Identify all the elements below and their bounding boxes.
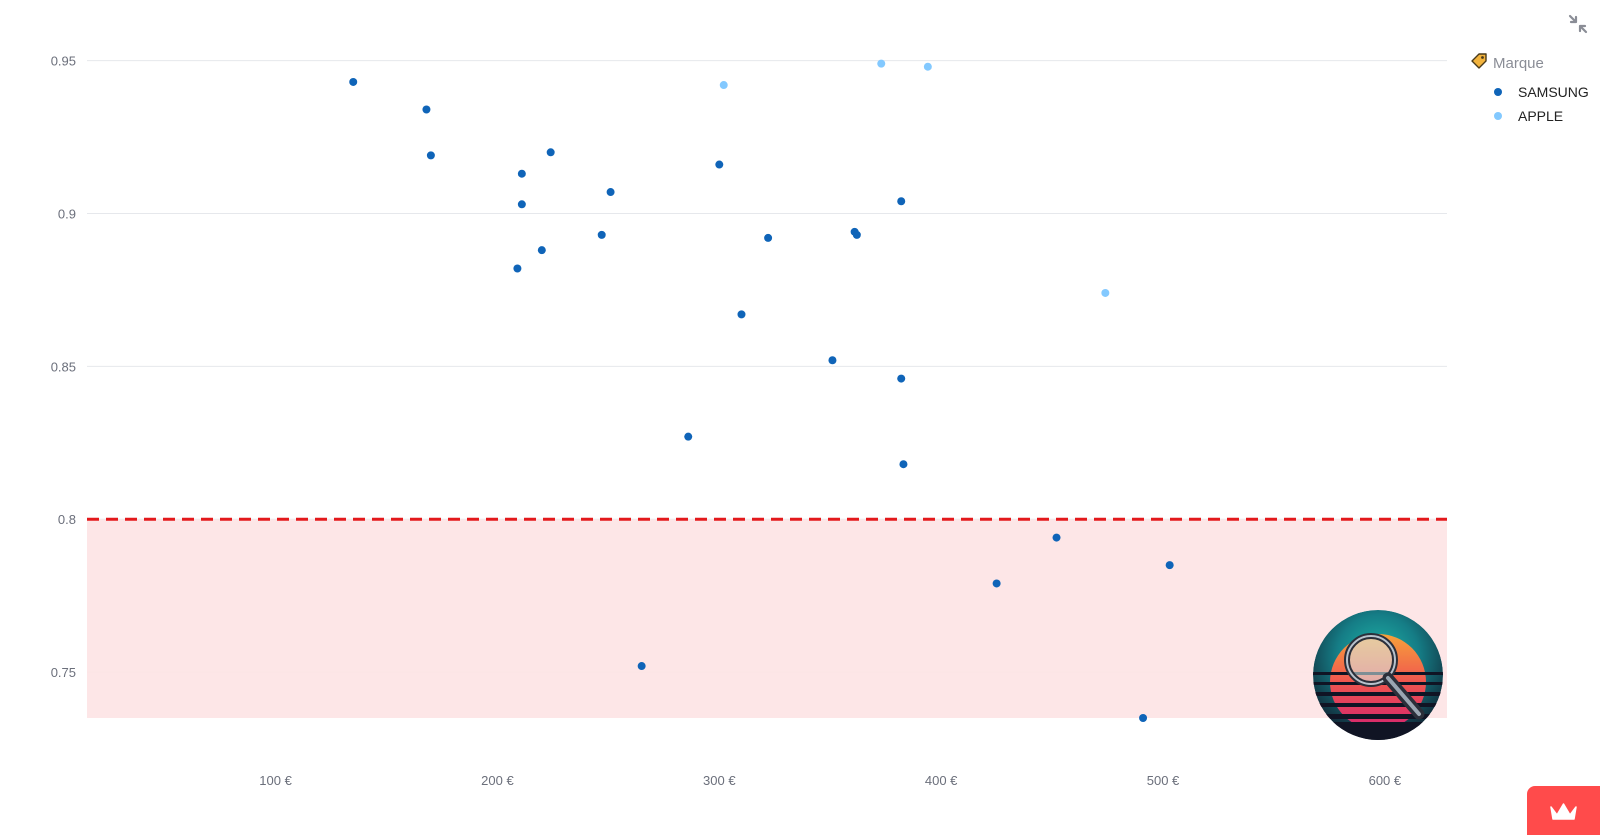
x-tick-label: 300 € xyxy=(703,773,736,788)
data-point-samsung[interactable] xyxy=(992,579,1001,588)
data-point-samsung[interactable] xyxy=(897,197,906,206)
data-point-apple[interactable] xyxy=(923,62,932,71)
x-tick-labels: 100 € 200 € 300 € 400 € 500 € 600 € xyxy=(259,773,1402,788)
data-point-samsung[interactable] xyxy=(637,662,646,671)
x-tick-label: 400 € xyxy=(925,773,958,788)
data-point-apple[interactable] xyxy=(1101,288,1110,297)
data-point-samsung[interactable] xyxy=(897,374,906,383)
data-point-samsung[interactable] xyxy=(546,148,555,157)
y-tick-labels: 0.75 0.8 0.85 0.9 0.95 xyxy=(51,54,76,681)
legend-marker-apple xyxy=(1494,112,1502,120)
below-threshold-region xyxy=(87,519,1447,718)
data-point-samsung[interactable] xyxy=(513,264,522,273)
legend-marker-samsung xyxy=(1494,88,1502,96)
data-point-samsung[interactable] xyxy=(715,160,724,169)
data-point-samsung[interactable] xyxy=(517,169,526,178)
legend: Marque SAMSUNG APPLE xyxy=(1470,52,1589,128)
exit-fullscreen-button[interactable] xyxy=(1567,13,1589,35)
data-point-samsung[interactable] xyxy=(349,77,358,86)
x-tick-label: 600 € xyxy=(1369,773,1402,788)
data-point-apple[interactable] xyxy=(719,81,728,90)
data-point-samsung[interactable] xyxy=(737,310,746,319)
collapse-arrows-icon xyxy=(1568,14,1588,34)
legend-item-apple[interactable]: APPLE xyxy=(1470,104,1589,128)
data-point-samsung[interactable] xyxy=(1052,533,1061,542)
y-tick-label: 0.95 xyxy=(51,54,76,69)
data-point-samsung[interactable] xyxy=(597,230,606,239)
data-point-samsung[interactable] xyxy=(537,246,546,255)
data-point-samsung[interactable] xyxy=(517,200,526,209)
data-point-samsung[interactable] xyxy=(426,151,435,160)
legend-label-samsung: SAMSUNG xyxy=(1518,84,1589,100)
y-tick-label: 0.8 xyxy=(58,512,76,527)
x-tick-label: 500 € xyxy=(1147,773,1180,788)
crown-icon xyxy=(1550,803,1577,820)
tag-icon xyxy=(1470,52,1488,74)
data-point-samsung[interactable] xyxy=(1165,561,1174,570)
y-tick-label: 0.85 xyxy=(51,359,76,374)
app-badge-button[interactable] xyxy=(1527,786,1600,835)
data-point-samsung[interactable] xyxy=(764,233,773,242)
legend-label-apple: APPLE xyxy=(1518,108,1564,124)
legend-title-text: Marque xyxy=(1493,54,1544,72)
y-tick-label: 0.9 xyxy=(58,206,76,221)
data-point-samsung[interactable] xyxy=(899,460,908,469)
data-point-samsung[interactable] xyxy=(422,105,431,114)
data-point-samsung[interactable] xyxy=(852,230,861,239)
x-tick-label: 100 € xyxy=(259,773,292,788)
magnifier-logo xyxy=(1313,610,1443,740)
data-points xyxy=(349,59,1174,722)
data-point-samsung[interactable] xyxy=(684,432,693,441)
legend-item-samsung[interactable]: SAMSUNG xyxy=(1470,80,1589,104)
legend-title: Marque xyxy=(1470,52,1589,74)
data-point-samsung[interactable] xyxy=(828,356,837,365)
y-tick-label: 0.75 xyxy=(51,665,76,680)
x-tick-label: 200 € xyxy=(481,773,514,788)
data-point-apple[interactable] xyxy=(877,59,886,68)
data-point-samsung[interactable] xyxy=(606,188,615,197)
data-point-samsung[interactable] xyxy=(1139,714,1148,722)
